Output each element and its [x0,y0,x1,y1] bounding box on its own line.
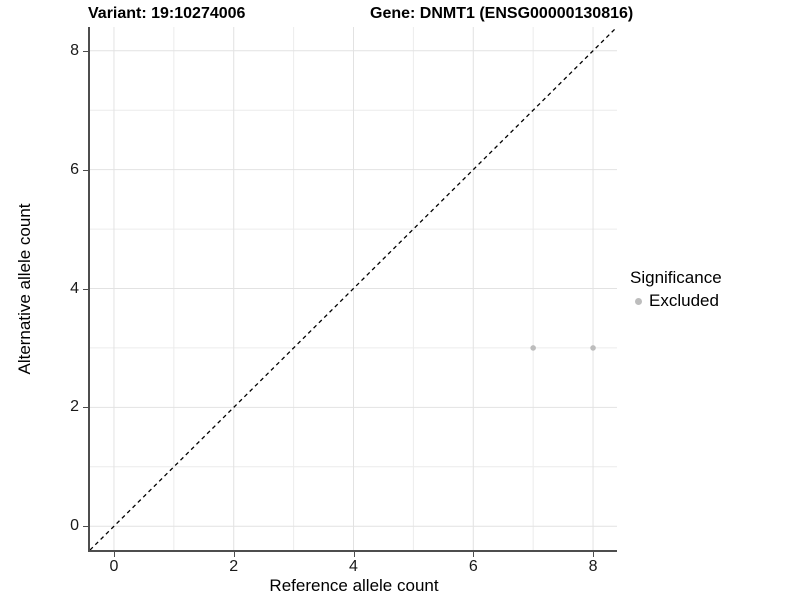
variant-title: Variant: 19:10274006 [88,5,246,22]
identity-reference-line [90,27,617,550]
excluded-point-icon [635,297,642,305]
y-tick-mark [83,169,88,171]
y-tick-mark [83,526,88,528]
x-tick-mark [113,552,115,557]
y-tick-label: 6 [70,160,79,178]
x-tick-label: 2 [229,558,239,575]
y-tick-label: 4 [70,279,79,297]
x-tick-label: 0 [109,558,119,575]
legend-key [630,293,647,310]
gene-title: Gene: DNMT1 (ENSG00000130816) [370,5,634,22]
x-tick-label: 8 [588,558,598,575]
x-axis-title: Reference allele count [269,576,439,595]
plot-canvas [90,27,617,550]
legend-item-label: Excluded [649,291,719,310]
x-tick-mark [473,552,475,557]
data-point [590,345,596,351]
x-tick-mark [593,552,595,557]
plot-panel [88,27,617,552]
y-tick-label: 0 [70,517,79,535]
y-tick-label: 2 [70,398,79,416]
y-tick-mark [83,407,88,409]
x-tick-label: 6 [468,558,478,575]
legend: Significance Excluded [630,268,722,311]
x-tick-label: 4 [349,558,358,575]
y-tick-mark [83,50,88,52]
gridlines [90,27,617,550]
legend-title: Significance [630,268,722,287]
y-axis-title: Alternative allele count [15,203,34,375]
y-tick-mark [83,288,88,290]
y-tick-label: 8 [70,41,79,59]
data-point [530,345,536,351]
x-tick-mark [353,552,355,557]
legend-item-excluded: Excluded [630,291,722,311]
x-tick-mark [233,552,235,557]
